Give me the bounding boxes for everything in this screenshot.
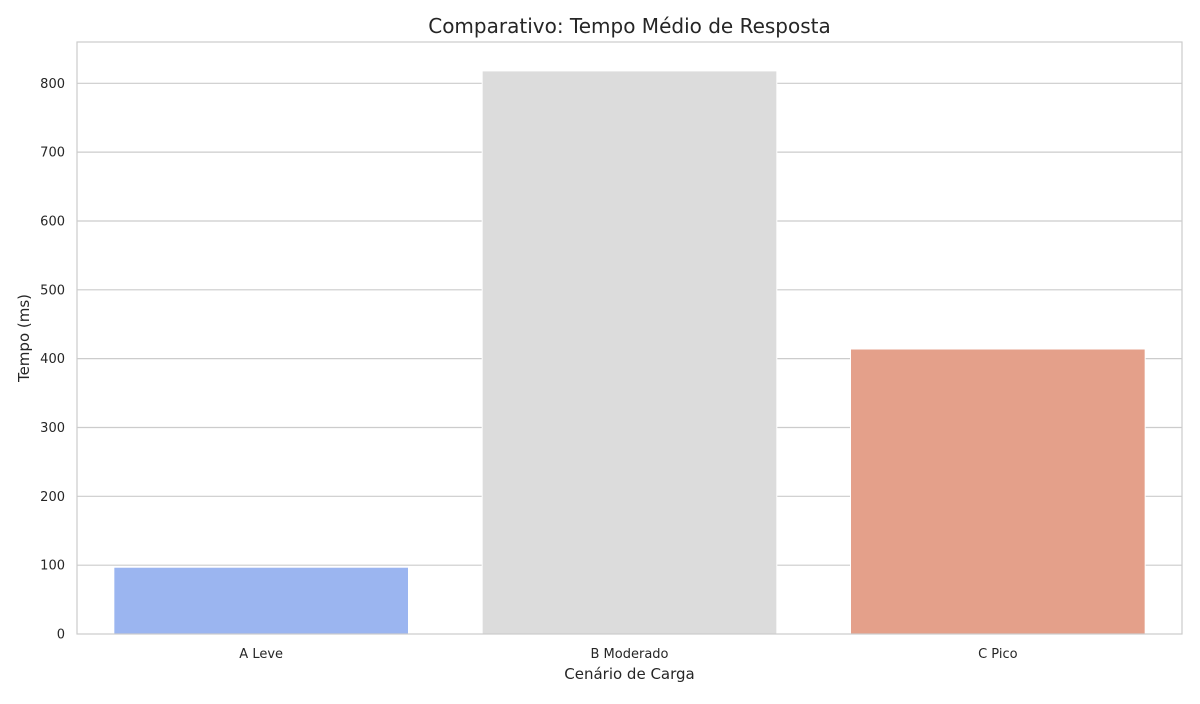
plot-frame bbox=[76, 41, 1183, 635]
y-tick-label: 800 bbox=[40, 77, 65, 92]
x-axis-label: Cenário de Carga bbox=[564, 665, 694, 683]
bar-b-moderado bbox=[481, 70, 778, 635]
y-tick-labels: 0 100 200 300 400 500 600 700 800 bbox=[40, 77, 65, 643]
y-tick-label: 600 bbox=[40, 214, 65, 229]
chart-title: Comparativo: Tempo Médio de Resposta bbox=[428, 14, 831, 38]
bar-c-pico bbox=[850, 348, 1146, 635]
y-tick-label: 500 bbox=[40, 283, 65, 298]
x-tick-label: C Pico bbox=[978, 647, 1018, 662]
bar-a-leve bbox=[113, 566, 409, 635]
y-tick-label: 300 bbox=[40, 421, 65, 436]
y-tick-label: 400 bbox=[40, 352, 65, 367]
y-tick-label: 200 bbox=[40, 490, 65, 505]
y-axis-label: Tempo (ms) bbox=[15, 294, 33, 383]
x-tick-labels: A Leve B Moderado C Pico bbox=[239, 647, 1017, 662]
bars bbox=[113, 70, 1146, 635]
y-tick-label: 700 bbox=[40, 146, 65, 161]
x-tick-label: B Moderado bbox=[591, 647, 669, 662]
x-tick-label: A Leve bbox=[239, 647, 283, 662]
y-tick-label: 0 bbox=[57, 628, 65, 643]
y-tick-label: 100 bbox=[40, 559, 65, 574]
